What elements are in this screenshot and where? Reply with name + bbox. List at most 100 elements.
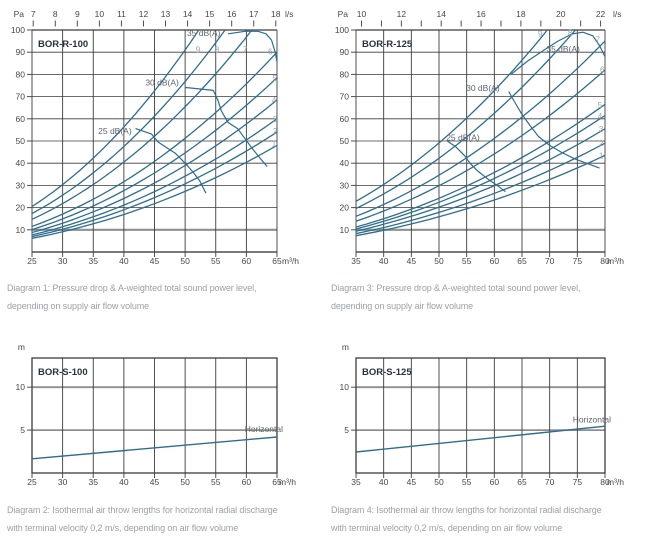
svg-text:100: 100 — [11, 25, 25, 35]
caption-line: Diagram 4: Isothermal air throw lengths … — [331, 505, 602, 515]
svg-text:70: 70 — [16, 92, 26, 102]
svg-text:40: 40 — [379, 256, 389, 266]
svg-text:35: 35 — [351, 477, 361, 487]
svg-text:30: 30 — [58, 477, 68, 487]
curve-4 — [356, 114, 605, 230]
svg-text:25 dB(A): 25 dB(A) — [446, 132, 480, 142]
svg-text:1: 1 — [272, 140, 277, 149]
svg-text:6: 6 — [268, 48, 273, 57]
svg-text:10: 10 — [340, 225, 350, 235]
svg-text:75: 75 — [573, 477, 583, 487]
svg-text:13: 13 — [161, 9, 171, 19]
curve-5 — [356, 103, 605, 228]
svg-text:8: 8 — [53, 9, 58, 19]
svg-text:m: m — [342, 342, 349, 352]
svg-text:BOR-S-100: BOR-S-100 — [38, 367, 88, 378]
svg-text:80: 80 — [600, 477, 610, 487]
svg-text:BOR-S-125: BOR-S-125 — [362, 367, 412, 378]
iso-db-line — [185, 86, 268, 167]
svg-text:40: 40 — [16, 158, 26, 168]
svg-text:Horizontal: Horizontal — [245, 424, 283, 434]
svg-text:9: 9 — [196, 46, 201, 55]
caption-line: with terminal velocity 0,2 m/s, dependin… — [7, 523, 239, 533]
caption-line: Diagram 3: Pressure drop & A-weighted to… — [331, 283, 581, 293]
throw-line — [355, 425, 606, 453]
svg-text:18: 18 — [516, 9, 526, 19]
curve-7 — [32, 30, 253, 220]
svg-text:55: 55 — [211, 477, 221, 487]
svg-text:60: 60 — [490, 477, 500, 487]
svg-text:40: 40 — [119, 477, 129, 487]
caption-line: with terminal velocity 0,2 m/s, dependin… — [331, 523, 563, 533]
svg-text:40: 40 — [379, 477, 389, 487]
svg-text:25: 25 — [27, 256, 37, 266]
svg-text:30 dB(A): 30 dB(A) — [466, 83, 500, 93]
svg-text:50: 50 — [340, 136, 350, 146]
svg-text:m³/h: m³/h — [279, 477, 296, 487]
iso-db-line — [135, 128, 207, 194]
svg-text:10: 10 — [95, 9, 105, 19]
svg-text:1: 1 — [599, 151, 604, 160]
svg-text:14: 14 — [183, 9, 193, 19]
curve-6 — [32, 51, 277, 228]
svg-text:60: 60 — [340, 114, 350, 124]
svg-text:90: 90 — [340, 47, 350, 57]
svg-text:l/s: l/s — [285, 9, 294, 19]
svg-text:70: 70 — [545, 477, 555, 487]
curve-2 — [356, 142, 605, 235]
curve-9 — [356, 30, 548, 202]
svg-text:60: 60 — [242, 256, 252, 266]
caption-diagram-2: Diagram 2: Isothermal air throw lengths … — [7, 501, 278, 537]
svg-text:80: 80 — [340, 69, 350, 79]
svg-text:5: 5 — [272, 74, 277, 83]
svg-text:10: 10 — [16, 225, 26, 235]
svg-text:35: 35 — [89, 477, 99, 487]
iso-db-line — [510, 31, 606, 75]
svg-text:45: 45 — [407, 256, 417, 266]
svg-text:22: 22 — [596, 9, 606, 19]
curve-5 — [32, 77, 277, 231]
svg-text:BOR-R-125: BOR-R-125 — [362, 39, 413, 50]
svg-text:70: 70 — [340, 92, 350, 102]
svg-text:45: 45 — [150, 477, 160, 487]
svg-text:30: 30 — [16, 180, 26, 190]
iso-db-line — [508, 91, 600, 169]
curve-6 — [356, 69, 605, 222]
svg-text:80: 80 — [16, 69, 26, 79]
caption-diagram-4: Diagram 4: Isothermal air throw lengths … — [331, 501, 602, 537]
svg-text:7: 7 — [31, 9, 36, 19]
svg-text:20: 20 — [340, 203, 350, 213]
svg-text:65: 65 — [517, 256, 527, 266]
curve-9 — [32, 30, 200, 208]
svg-text:3: 3 — [599, 125, 604, 134]
svg-text:10: 10 — [340, 382, 350, 392]
svg-text:9: 9 — [75, 9, 80, 19]
caption-diagram-1: Diagram 1: Pressure drop & A-weighted to… — [7, 279, 257, 315]
svg-text:60: 60 — [16, 114, 26, 124]
svg-text:45: 45 — [407, 477, 417, 487]
svg-text:25 dB(A): 25 dB(A) — [98, 126, 132, 136]
curve-3 — [356, 128, 605, 232]
svg-text:35 dB(A): 35 dB(A) — [187, 28, 221, 38]
svg-text:80: 80 — [600, 256, 610, 266]
svg-text:60: 60 — [242, 477, 252, 487]
caption-diagram-3: Diagram 3: Pressure drop & A-weighted to… — [331, 279, 581, 315]
svg-text:m³/h: m³/h — [607, 477, 624, 487]
svg-text:8: 8 — [215, 46, 220, 55]
svg-text:50: 50 — [16, 136, 26, 146]
curve-8 — [32, 30, 226, 215]
svg-text:Pa: Pa — [338, 9, 349, 19]
svg-text:70: 70 — [545, 256, 555, 266]
svg-text:65: 65 — [272, 477, 282, 487]
svg-text:10: 10 — [357, 9, 367, 19]
svg-text:l/s: l/s — [613, 9, 622, 19]
svg-text:50: 50 — [180, 256, 190, 266]
svg-text:15: 15 — [205, 9, 215, 19]
caption-line: depending on supply air flow volume — [331, 301, 474, 311]
svg-text:7: 7 — [596, 36, 601, 45]
curve-1 — [32, 144, 277, 239]
